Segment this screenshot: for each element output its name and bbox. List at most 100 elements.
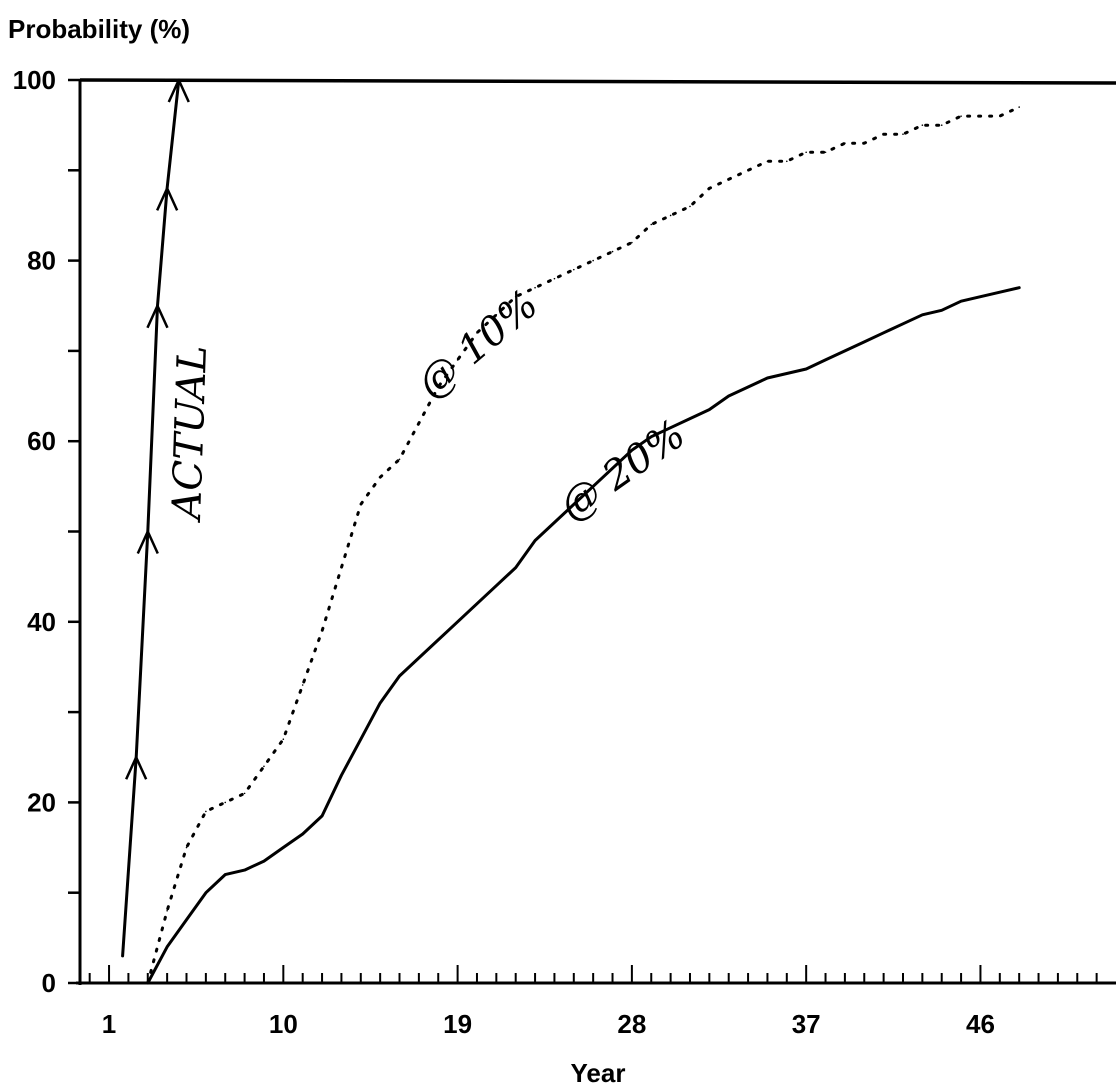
data-point: [205, 891, 207, 894]
y-axis-title: Probability (%): [8, 14, 190, 44]
data-point: [631, 449, 633, 452]
arrowhead-mark: [156, 187, 179, 211]
data-point: [747, 386, 749, 388]
data-point: [882, 133, 885, 135]
data-point: [185, 918, 188, 921]
data-point: [805, 368, 807, 370]
x-tick-label: 19: [443, 1009, 472, 1039]
data-point: [456, 359, 459, 361]
x-axis-title: Year: [571, 1058, 626, 1088]
data-point: [534, 539, 536, 542]
data-point: [747, 169, 749, 172]
x-tick-label: 37: [792, 1009, 821, 1039]
data-point: [669, 426, 672, 429]
arrowhead-mark: [167, 78, 190, 103]
data-point: [514, 295, 517, 298]
y-tick-label: 40: [27, 607, 56, 637]
data-point: [979, 115, 982, 117]
data-point: [437, 639, 440, 641]
data-point: [340, 774, 343, 777]
annotation-actual: ACTUAL: [164, 345, 216, 525]
data-point: [727, 178, 730, 181]
x-tick-label: 10: [269, 1009, 298, 1039]
data-point: [224, 801, 227, 804]
data-point: [379, 476, 381, 479]
data-point: [359, 503, 362, 506]
data-point: [999, 291, 1001, 294]
data-point: [766, 377, 769, 379]
data-point: [844, 142, 846, 145]
data-point: [844, 350, 846, 352]
data-point: [766, 160, 769, 163]
data-point: [631, 241, 633, 244]
data-point: [689, 205, 691, 208]
x-tick-label: 1: [102, 1009, 116, 1039]
data-point: [146, 982, 149, 984]
data-point: [824, 151, 827, 154]
data-point: [863, 341, 866, 343]
data-point: [786, 160, 788, 163]
data-point: [960, 300, 962, 303]
data-point: [437, 386, 440, 388]
data-point: [243, 869, 246, 871]
arrowhead-mark: [136, 530, 159, 555]
data-point: [669, 214, 672, 217]
data-point: [282, 846, 285, 849]
data-point: [611, 467, 614, 470]
annotation-20-percent: @ 20%: [551, 411, 693, 530]
data-point: [708, 408, 711, 411]
data-point: [902, 133, 904, 135]
y-tick-label: 20: [27, 787, 56, 817]
data-point: [243, 792, 246, 795]
y-tick-label: 0: [42, 968, 56, 998]
series-layer: [121, 78, 1021, 985]
data-point: [921, 124, 924, 126]
data-point: [379, 702, 381, 704]
data-point: [398, 458, 401, 461]
data-point: [359, 738, 362, 740]
data-point: [205, 810, 207, 813]
data-point: [902, 323, 904, 325]
data-point: [476, 332, 478, 334]
data-point: [398, 675, 401, 677]
data-point: [940, 124, 943, 126]
data-point: [340, 566, 343, 569]
data-point: [166, 909, 168, 912]
data-point: [534, 286, 536, 289]
data-point: [514, 566, 517, 569]
data-point: [263, 860, 265, 862]
data-point: [689, 417, 691, 420]
data-point: [979, 295, 982, 298]
top-reference-line: [79, 78, 1117, 85]
data-point: [301, 684, 304, 686]
data-point: [921, 313, 924, 316]
data-point: [263, 765, 265, 768]
data-point: [863, 142, 866, 145]
data-point: [282, 738, 285, 740]
data-point: [650, 223, 653, 226]
data-point: [999, 115, 1001, 117]
data-point: [611, 250, 614, 253]
data-point: [592, 259, 594, 262]
data-point: [805, 151, 807, 154]
data-point: [708, 187, 711, 190]
data-point: [960, 115, 962, 117]
arrowhead-mark: [125, 756, 148, 780]
data-point: [456, 621, 459, 623]
x-tick-label: 28: [617, 1009, 646, 1039]
data-point: [940, 309, 943, 312]
data-point: [166, 946, 168, 948]
data-point: [553, 277, 556, 280]
data-point: [418, 422, 420, 424]
series-line-1: [146, 286, 1021, 985]
series-line-0: [146, 105, 1021, 985]
data-point: [476, 602, 478, 605]
y-tick-label: 100: [13, 65, 56, 95]
y-tick-label: 60: [27, 426, 56, 456]
x-tick-label: 46: [966, 1009, 995, 1039]
data-point: [418, 657, 420, 659]
data-point: [321, 815, 323, 817]
data-point: [650, 435, 653, 438]
data-point: [301, 833, 304, 835]
